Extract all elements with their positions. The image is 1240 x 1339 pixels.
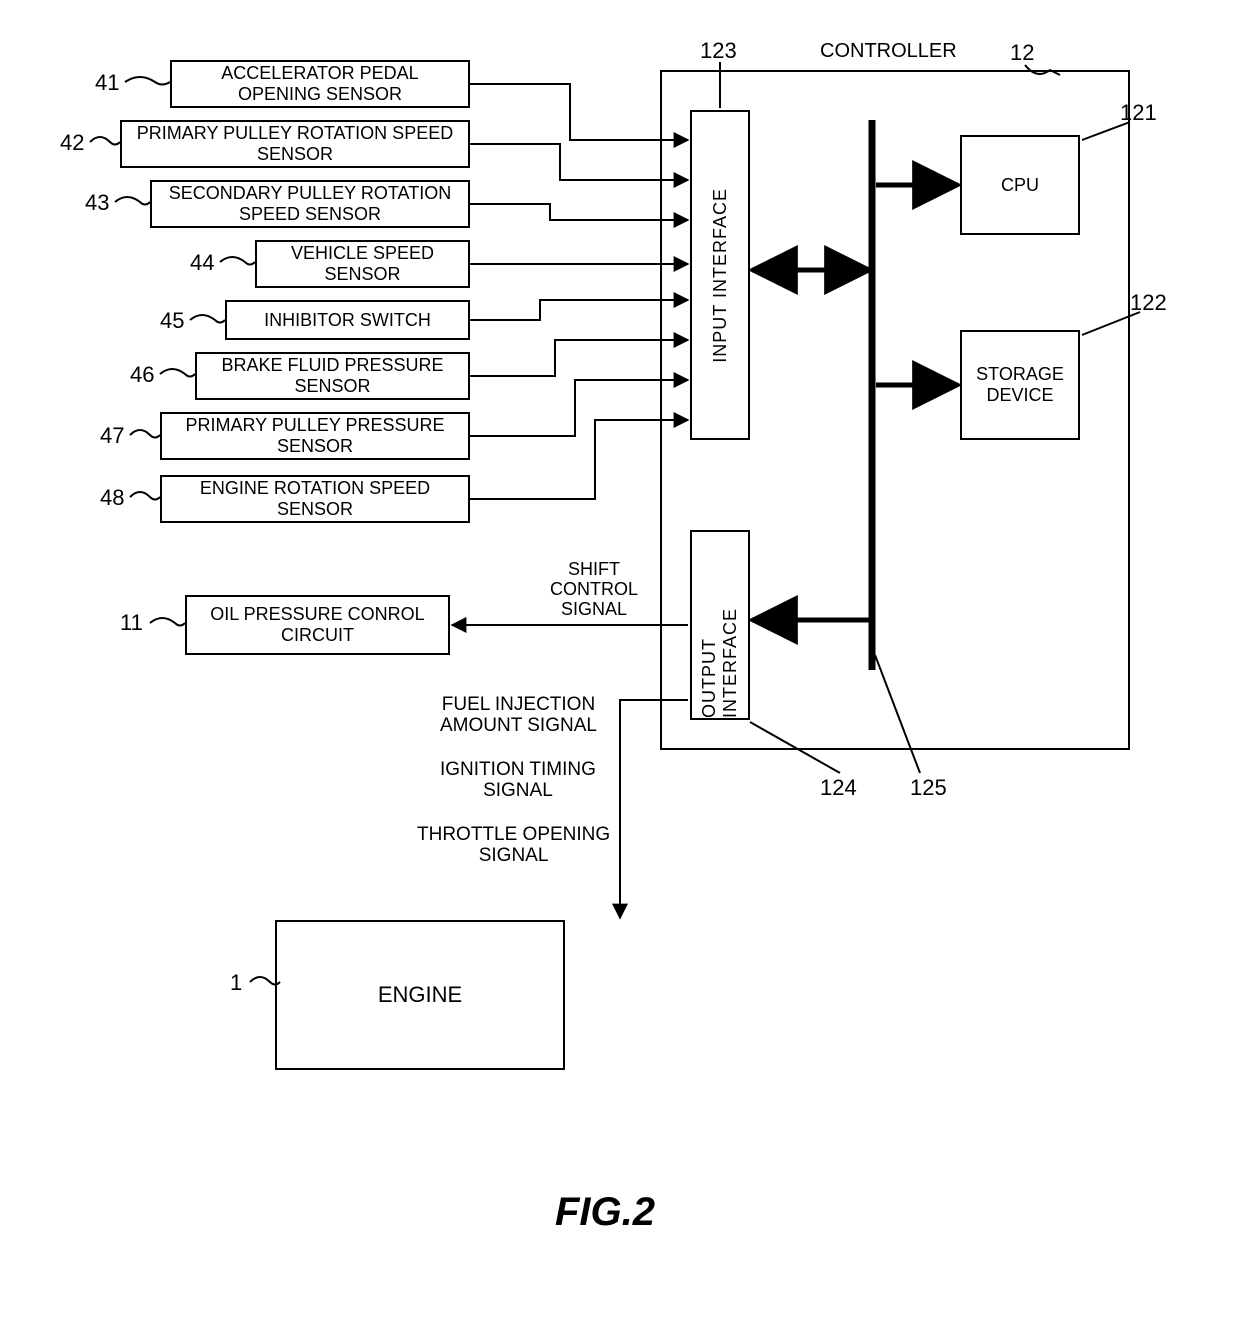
refnum-12: 12 [1010, 40, 1034, 66]
storage-label: STORAGEDEVICE [976, 364, 1064, 405]
refnum-11: 11 [120, 610, 143, 636]
refnum-123: 123 [700, 38, 737, 64]
oil-pressure-box: OIL PRESSURE CONROLCIRCUIT [185, 595, 450, 655]
sensor-box-48: ENGINE ROTATION SPEEDSENSOR [160, 475, 470, 523]
refnum-46: 46 [130, 362, 154, 388]
sensor-label: BRAKE FLUID PRESSURESENSOR [221, 355, 443, 396]
refnum-44: 44 [190, 250, 214, 276]
sensor-label: PRIMARY PULLEY ROTATION SPEEDSENSOR [137, 123, 453, 164]
controller-label: CONTROLLER [820, 40, 957, 63]
storage-box: STORAGEDEVICE [960, 330, 1080, 440]
sensor-label: PRIMARY PULLEY PRESSURESENSOR [185, 415, 444, 456]
sensor-label: SECONDARY PULLEY ROTATIONSPEED SENSOR [169, 183, 451, 224]
signal-label-fuel: FUEL INJECTIONAMOUNT SIGNAL [440, 695, 597, 737]
signal-label-ignition: IGNITION TIMINGSIGNAL [440, 760, 596, 802]
refnum-47: 47 [100, 423, 124, 449]
sensor-box-42: PRIMARY PULLEY ROTATION SPEEDSENSOR [120, 120, 470, 168]
input-interface-label: INPUT INTERFACE [710, 188, 731, 363]
refnum-41: 41 [95, 70, 119, 96]
engine-label: ENGINE [378, 982, 462, 1007]
engine-box: ENGINE [275, 920, 565, 1070]
refnum-1: 1 [230, 970, 242, 996]
refnum-48: 48 [100, 485, 124, 511]
output-interface-box: OUTPUT INTERFACE [690, 530, 750, 720]
sensor-box-43: SECONDARY PULLEY ROTATIONSPEED SENSOR [150, 180, 470, 228]
cpu-label: CPU [1001, 175, 1039, 196]
oil-pressure-label: OIL PRESSURE CONROLCIRCUIT [210, 604, 424, 645]
sensor-label: INHIBITOR SWITCH [264, 310, 431, 331]
sensor-box-47: PRIMARY PULLEY PRESSURESENSOR [160, 412, 470, 460]
sensor-label: ENGINE ROTATION SPEEDSENSOR [200, 478, 430, 519]
input-interface-box: INPUT INTERFACE [690, 110, 750, 440]
output-interface-label: OUTPUT INTERFACE [699, 532, 741, 718]
refnum-122: 122 [1130, 290, 1167, 316]
sensor-box-46: BRAKE FLUID PRESSURESENSOR [195, 352, 470, 400]
sensor-label: ACCELERATOR PEDALOPENING SENSOR [221, 63, 418, 104]
refnum-43: 43 [85, 190, 109, 216]
signal-label-shift: SHIFTCONTROLSIGNAL [550, 560, 638, 619]
refnum-42: 42 [60, 130, 84, 156]
refnum-121: 121 [1120, 100, 1157, 126]
sensor-box-45: INHIBITOR SWITCH [225, 300, 470, 340]
cpu-box: CPU [960, 135, 1080, 235]
refnum-125: 125 [910, 775, 947, 801]
refnum-45: 45 [160, 308, 184, 334]
sensor-box-44: VEHICLE SPEEDSENSOR [255, 240, 470, 288]
signal-label-throttle: THROTTLE OPENINGSIGNAL [417, 825, 610, 867]
sensor-label: VEHICLE SPEEDSENSOR [291, 243, 434, 284]
figure-caption: FIG.2 [555, 1190, 655, 1235]
refnum-124: 124 [820, 775, 857, 801]
sensor-box-41: ACCELERATOR PEDALOPENING SENSOR [170, 60, 470, 108]
